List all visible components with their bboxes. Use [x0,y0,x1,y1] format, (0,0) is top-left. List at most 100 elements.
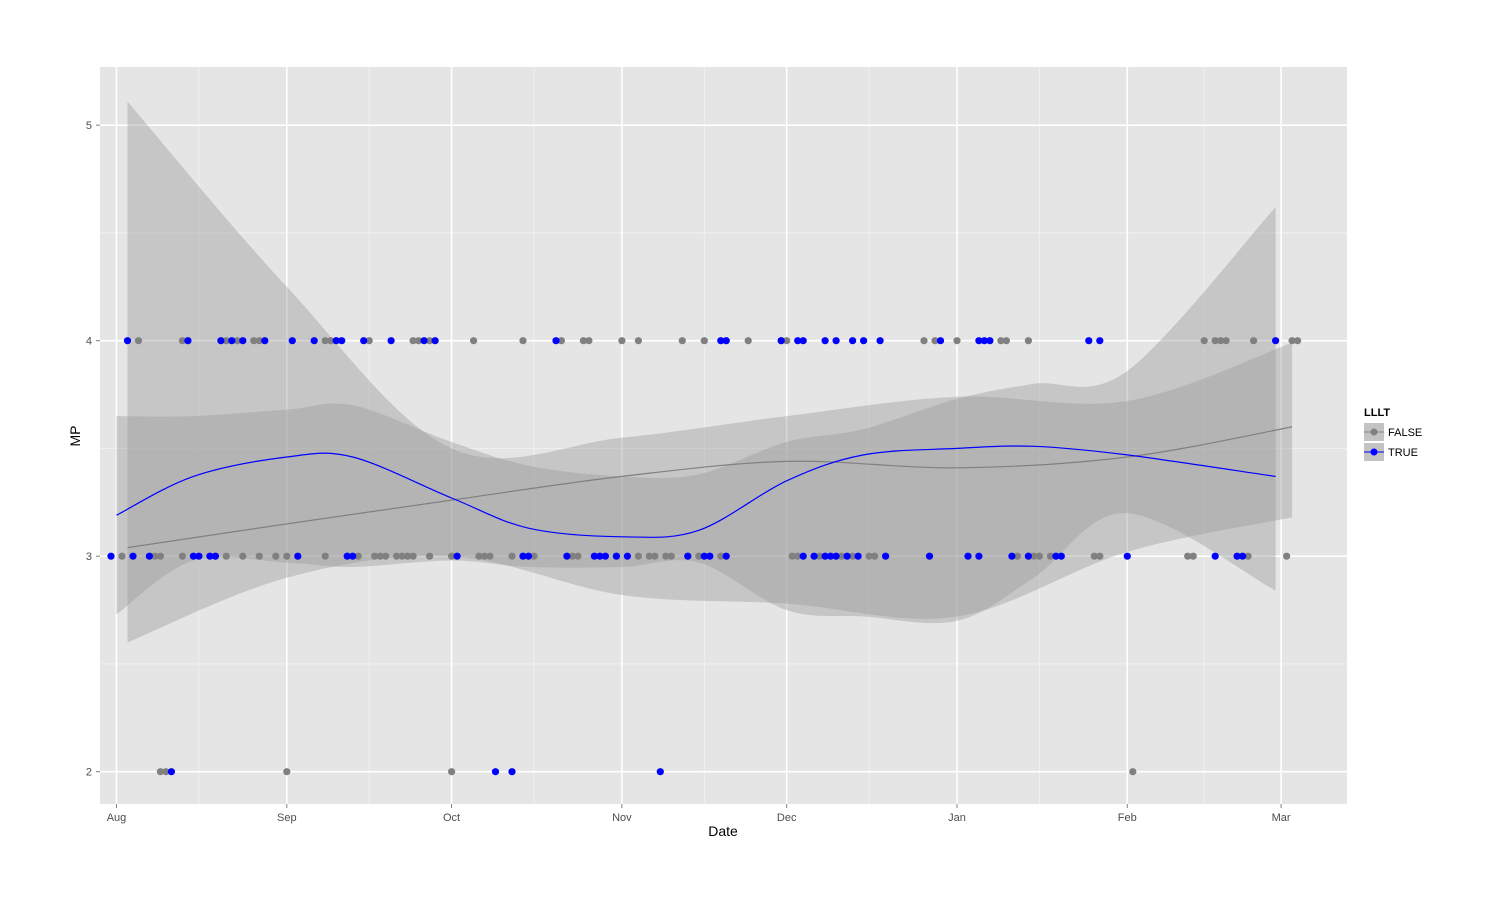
confidence-band-false [127,101,1293,643]
data-point-true [1096,337,1104,345]
legend-label-true: TRUE [1388,447,1418,459]
data-point-true [1211,552,1219,560]
data-point-false [838,552,846,560]
data-point-true [167,768,175,776]
data-point-true [1233,552,1241,560]
smooth-lines [116,426,1293,549]
data-point-false [393,552,401,560]
data-point-false [1129,768,1137,776]
data-point-true [239,337,247,345]
data-point-false [1096,552,1104,560]
data-point-true [145,552,153,560]
data-point-false [1294,337,1302,345]
data-point-true [980,337,989,345]
data-point-false [222,337,230,345]
data-point-true [524,552,533,560]
data-point-false [480,552,489,560]
x-tick-label: Sep [277,812,297,824]
confidence-bands [116,101,1293,643]
data-point-false [645,552,653,560]
x-axis-title: Date [708,823,738,839]
data-point-true [129,552,137,560]
y-tick-label: 3 [86,551,92,563]
data-point-true [860,337,868,345]
data-point-false [404,552,412,560]
data-point-true [821,552,829,560]
data-point-true [623,552,632,560]
data-point-false [662,552,670,560]
data-point-false [376,552,384,560]
data-point-false [788,552,796,560]
data-point-true [1024,552,1032,560]
data-point-true [832,337,840,345]
data-point-true [217,337,225,345]
data-point-true [420,337,428,345]
data-point-false [1046,552,1054,560]
y-tick-label: 5 [86,120,92,132]
data-point-false [678,337,686,345]
legend: LLLT FALSE TRUE [1364,407,1422,461]
data-point-true [563,552,571,560]
data-point-false [794,552,802,560]
x-tick-label: Aug [107,812,127,824]
smooth-line-false [127,426,1293,549]
data-point-true [1085,337,1093,345]
data-point-true [123,337,132,345]
data-point-false [953,337,961,345]
data-point-false [574,552,582,560]
data-point-false [415,337,423,345]
data-point-false [1189,552,1197,560]
data-point-true [343,552,351,560]
data-point-false [382,552,390,560]
data-point-true [925,552,934,560]
x-axis-ticks: Aug Sep Oct Nov Dec Jan Feb Mar [107,804,1291,824]
data-point-true [294,552,302,560]
data-point-false [920,337,928,345]
y-tick-label: 2 [86,767,92,779]
data-point-true [228,337,236,345]
y-axis-title: MP [67,426,83,447]
data-point-false [448,552,456,560]
grid-minor [100,67,1347,804]
data-point-false [151,552,159,560]
x-tick-label: Feb [1118,812,1137,824]
data-point-true [849,337,857,345]
x-tick-label: Oct [443,812,460,824]
data-point-true [590,552,599,560]
data-point-false [475,552,483,560]
data-point-false [426,552,434,560]
data-point-false [426,337,434,345]
data-point-false [222,552,230,560]
data-point-false [783,337,791,345]
y-tick-label: 4 [86,336,92,348]
data-point-false [1024,337,1032,345]
data-point-true [184,337,192,345]
data-point-true [332,337,340,345]
data-point-false [1244,552,1252,560]
data-point-true [876,337,884,345]
data-point-true [206,552,214,560]
confidence-band-true [116,207,1276,624]
data-point-false [579,337,588,345]
data-point-false [519,337,527,345]
data-point-false [1222,337,1230,345]
data-point-false [156,552,164,560]
data-point-true [717,337,725,345]
data-point-true [1239,552,1247,560]
data-point-false [250,337,258,345]
data-point-true [684,552,692,560]
data-point-false [997,337,1005,345]
data-point-true [700,552,708,560]
data-point-true [1272,337,1280,345]
data-point-true [964,552,972,560]
data-point-true [936,337,945,345]
legend-key-true-dot [1370,448,1378,456]
data-point-false [568,552,577,560]
plot-panel [100,67,1347,804]
data-point-false [255,337,263,345]
data-point-false [695,552,703,560]
data-point-false [1288,337,1296,345]
data-point-false [365,337,373,345]
data-point-false [849,552,857,560]
